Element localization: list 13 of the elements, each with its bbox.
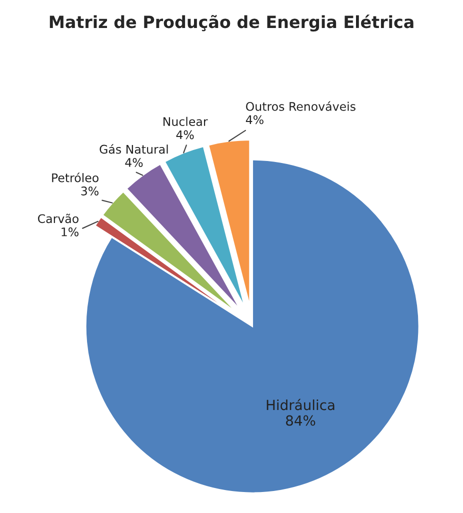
chart-title: Matriz de Produção de Energia Elétrica <box>50 14 414 32</box>
slice-label: Outros Renováveis <box>246 101 356 111</box>
slice-label: Nuclear <box>164 116 208 126</box>
slice-label: Petróleo <box>52 172 98 182</box>
data-label: 84% <box>286 415 316 426</box>
slice-label: Carvão <box>38 214 78 224</box>
data-label: 4% <box>125 158 143 167</box>
slice-label: Gás Natural <box>100 144 168 154</box>
data-label: 4% <box>176 130 194 140</box>
slice-label: Hidráulica <box>266 398 334 410</box>
data-label: 4% <box>246 115 264 124</box>
data-label: 1% <box>62 227 78 236</box>
data-label: 3% <box>81 186 98 196</box>
